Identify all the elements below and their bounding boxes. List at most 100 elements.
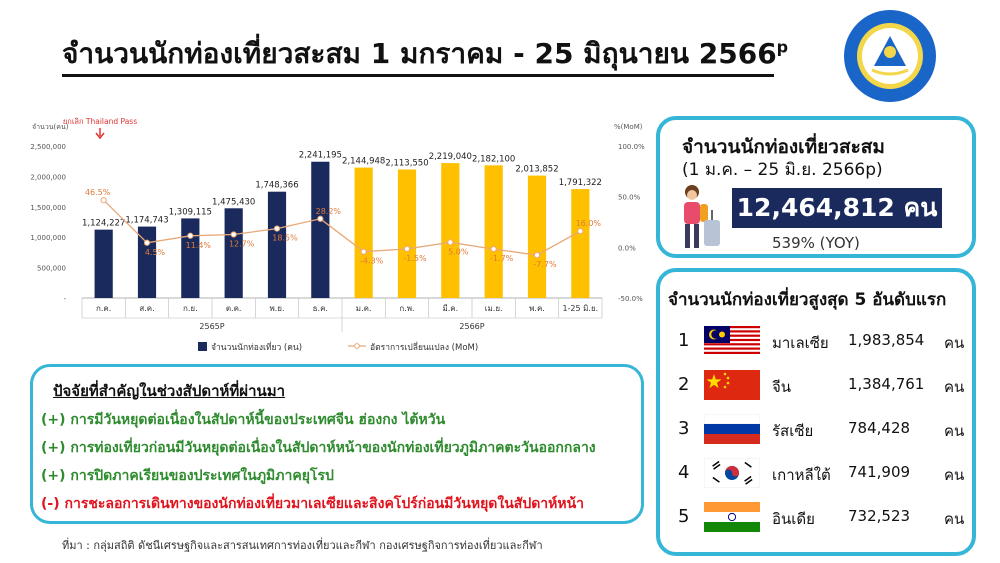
mom-value-label: 4.5% — [145, 248, 166, 257]
category-label: ก.พ. — [399, 304, 414, 313]
annotation-arrow — [95, 128, 105, 140]
country-value: 732,523 — [848, 507, 911, 525]
mom-value-label: -1.7% — [490, 254, 514, 263]
mom-value-label: -7.7% — [533, 260, 557, 269]
bar-value-label: 1,124,227 — [82, 219, 125, 229]
mom-value-label: 46.5% — [85, 188, 111, 197]
group-label: 2565P — [199, 322, 224, 331]
bar-value-label: 1,748,366 — [255, 181, 298, 191]
title-underline — [62, 74, 774, 77]
bar — [571, 189, 590, 298]
legend-bar-swatch — [198, 342, 207, 351]
mom-line — [103, 199, 581, 256]
mom-value-label: 18.5% — [272, 234, 298, 243]
total-subtitle: (1 ม.ค. – 25 มิ.ย. 2566p) — [682, 160, 883, 180]
bar — [311, 161, 330, 298]
right-tick-label: -50.0% — [618, 295, 643, 303]
category-label: เม.ย. — [485, 304, 503, 313]
top5-row: 1 มาเลเซีย 1,983,854 คน — [660, 322, 972, 362]
left-tick-label: 2,500,000 — [30, 143, 66, 151]
country-value: 1,384,761 — [848, 375, 925, 393]
bar — [224, 208, 243, 298]
bar-value-label: 1,791,322 — [559, 178, 602, 188]
total-yoy: 539% (YOY) — [772, 234, 860, 252]
factor-item: (+) การมีวันหยุดต่อเนื่องในสัปดาห์นี้ของ… — [41, 412, 446, 428]
country-unit: คน — [944, 510, 965, 528]
country-name: มาเลเซีย — [772, 334, 829, 352]
bar — [441, 163, 460, 298]
mom-point — [317, 215, 324, 222]
country-name: จีน — [772, 378, 792, 396]
south-korea-flag-icon — [704, 458, 760, 488]
category-label: พ.ย. — [269, 304, 284, 313]
country-unit: คน — [944, 422, 965, 440]
bar-value-label: 2,219,040 — [429, 152, 472, 162]
mom-point — [143, 239, 151, 246]
top5-row: 5 อินเดีย 732,523 คน — [660, 498, 972, 538]
left-tick-label: 1,500,000 — [30, 204, 66, 212]
legend-bar-label: จำนวนนักท่องเที่ยว (คน) — [211, 341, 302, 353]
mom-point — [533, 252, 541, 259]
legend-line-marker — [354, 343, 360, 349]
bar — [527, 175, 547, 298]
country-unit: คน — [944, 334, 965, 352]
bar-value-label: 1,475,430 — [212, 197, 255, 207]
mom-value-label: -1.5% — [403, 254, 427, 263]
traveler-icon — [684, 185, 720, 248]
category-label: ต.ค. — [226, 304, 242, 313]
total-panel: จำนวนนักท่องเที่ยวสะสม (1 ม.ค. – 25 มิ.ย… — [656, 116, 976, 258]
category-label: ก.ค. — [96, 304, 111, 313]
factors-title: ปัจจัยที่สำคัญในช่วงสัปดาห์ที่ผ่านมา — [53, 382, 286, 400]
factor-item: (+) การปิดภาคเรียนของประเทศในภูมิภาคยุโร… — [41, 468, 334, 484]
rank: 5 — [678, 506, 690, 527]
category-label: 1-25 มิ.ย. — [562, 304, 598, 313]
factor-item: (+) การท่องเที่ยวก่อนมีวันหยุดต่อเนื่องใ… — [41, 440, 596, 456]
mom-value-label: -4.3% — [360, 257, 384, 266]
india-flag-icon — [704, 502, 760, 532]
mom-point — [447, 239, 454, 246]
mom-point — [187, 232, 194, 239]
bar-value-label: 2,182,100 — [472, 154, 515, 164]
top5-title: จำนวนนักท่องเที่ยวสูงสุด 5 อันดับแรก — [668, 290, 947, 310]
factor-item: (-) การชะลอการเดินทางของนักท่องเที่ยวมาเ… — [41, 496, 585, 512]
right-tick-label: 100.0% — [618, 143, 645, 151]
total-title: จำนวนนักท่องเที่ยวสะสม — [682, 136, 885, 158]
top5-row: 4 เกาหลีใต้ 741,909 คน — [660, 454, 972, 494]
left-tick-label: - — [63, 295, 66, 303]
right-axis-label: %(MoM) — [614, 123, 643, 131]
bar-value-label: 2,144,948 — [342, 157, 385, 167]
annotation-label: ยกเลิก Thailand Pass — [63, 117, 137, 126]
bar — [137, 226, 157, 298]
mom-point — [273, 225, 281, 232]
source-note: ที่มา : กลุ่มสถิติ ดัชนีเศรษฐกิจและสารสน… — [62, 539, 543, 552]
rank: 4 — [678, 462, 690, 483]
mom-point — [577, 228, 584, 235]
malaysia-flag-icon — [704, 326, 760, 356]
country-name: รัสเซีย — [772, 422, 814, 440]
right-tick-label: 0.0% — [618, 244, 636, 252]
mom-point — [403, 245, 411, 252]
top5-row: 2 จีน 1,384,761 คน — [660, 366, 972, 406]
ministry-logo — [844, 10, 936, 102]
legend-line-label: อัตราการเปลี่ยนแปลง (MoM) — [370, 341, 478, 353]
left-axis-label: จำนวน(คน) — [32, 123, 69, 131]
russia-flag-icon — [704, 414, 760, 444]
bar — [354, 167, 373, 298]
mom-value-label: 28.2% — [316, 207, 342, 216]
mom-value-label: 16.0% — [576, 219, 602, 228]
bar-value-label: 2,113,550 — [385, 158, 428, 168]
category-label: ก.ย. — [183, 304, 198, 313]
bar — [484, 165, 503, 298]
bar — [267, 191, 287, 298]
mom-point — [100, 197, 107, 204]
rank: 1 — [678, 330, 690, 351]
category-label: ธ.ค. — [313, 304, 328, 313]
china-flag-icon — [704, 370, 760, 400]
rank: 2 — [678, 374, 690, 395]
page-title: จำนวนนักท่องเที่ยวสะสม 1 มกราคม - 25 มิถ… — [62, 37, 789, 70]
category-label: ม.ค. — [356, 304, 372, 313]
bar — [397, 169, 417, 298]
bar-value-label: 2,241,195 — [299, 151, 342, 161]
total-value: 12,464,812 คน — [732, 188, 942, 228]
bar — [94, 229, 113, 298]
